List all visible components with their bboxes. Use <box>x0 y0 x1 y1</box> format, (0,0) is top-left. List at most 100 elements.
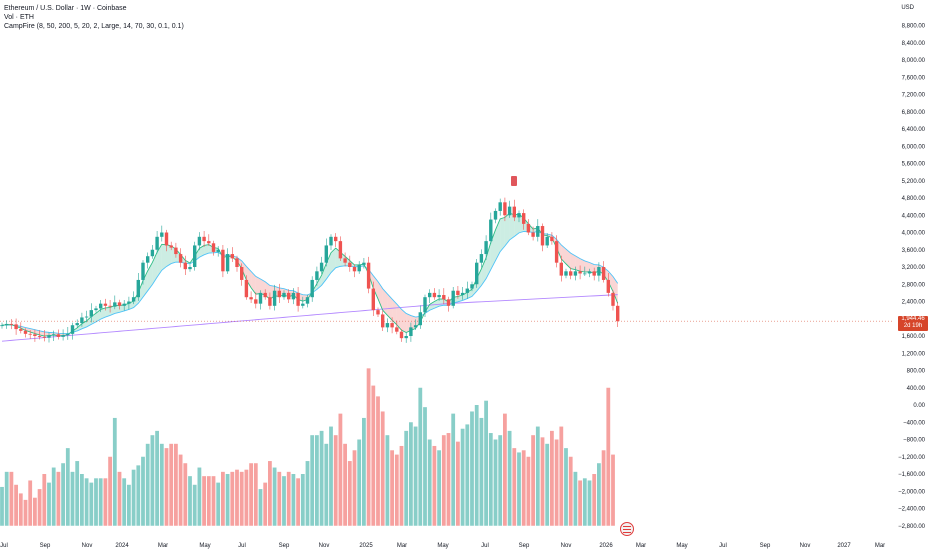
price-tick-label: 4,000.00 <box>902 231 926 237</box>
time-tick-label: May <box>199 543 210 549</box>
candle-body <box>616 305 620 322</box>
volume-bar <box>253 463 258 526</box>
candle <box>545 233 549 249</box>
candle <box>164 229 169 252</box>
time-tick-label: Nov <box>82 543 93 549</box>
cloud-segment <box>119 304 125 313</box>
bar-countdown: 2d 19h <box>903 323 923 329</box>
candle-body <box>437 295 441 298</box>
volume-bar <box>56 471 61 526</box>
price-tick-label: 2,400.00 <box>902 300 926 306</box>
volume-bar <box>587 480 592 526</box>
candle <box>277 283 281 304</box>
volume-bar <box>42 474 47 526</box>
candle <box>268 292 272 310</box>
candle <box>460 287 465 300</box>
candle <box>258 290 263 310</box>
volume-bar <box>315 435 319 526</box>
candle <box>287 289 291 304</box>
candle <box>512 199 516 222</box>
candle <box>526 219 531 236</box>
volume-bar <box>103 478 108 526</box>
candle-body <box>550 236 554 242</box>
time-tick-label: Sep <box>760 543 771 549</box>
price-tick-label: 6,400.00 <box>902 127 926 133</box>
candle-body <box>522 213 526 224</box>
candle <box>193 241 197 271</box>
candle <box>263 289 267 300</box>
volume-bar <box>4 471 9 526</box>
cloud-segment <box>570 253 576 270</box>
cloud-segment <box>326 252 331 280</box>
volume-bar <box>18 493 23 526</box>
indicator-legend: CampFire (8, 50, 200, 5, 20, 2, Large, 1… <box>4 23 184 30</box>
candle <box>362 257 366 269</box>
candle-body <box>244 279 249 298</box>
volume-bar <box>272 467 277 526</box>
candle <box>517 210 521 223</box>
volume-bar <box>479 417 484 526</box>
candle <box>84 310 89 323</box>
volume-bar <box>136 465 141 526</box>
candle-body <box>423 297 427 313</box>
volume-bar <box>127 484 131 526</box>
volume-bar <box>216 482 221 526</box>
candle <box>399 329 404 342</box>
candle-body <box>240 267 244 280</box>
volume-bar <box>512 448 517 526</box>
candle <box>540 223 545 252</box>
candle-body <box>601 267 606 280</box>
candle-body <box>507 206 512 216</box>
candle <box>470 281 474 292</box>
cloud-segment <box>396 304 402 331</box>
candle-body <box>197 236 202 246</box>
candle <box>183 255 187 275</box>
candle-body <box>84 316 89 318</box>
candle <box>37 330 42 340</box>
volume-bar <box>75 461 80 526</box>
volume-bar <box>211 476 216 526</box>
volume-bar <box>65 448 70 526</box>
candle <box>216 246 220 257</box>
volume-bar <box>432 445 437 526</box>
candle-body <box>545 236 549 246</box>
candle-body <box>263 292 267 298</box>
us-flag-icon[interactable] <box>620 522 634 536</box>
time-tick-label: Sep <box>279 543 290 549</box>
price-tick-label: −2,400.00 <box>898 507 926 513</box>
candle-body <box>362 262 366 265</box>
volume-bars <box>0 368 615 526</box>
volume-bar <box>413 426 418 526</box>
candle <box>573 266 578 281</box>
candle <box>348 255 352 272</box>
cloud-segment <box>481 257 487 286</box>
candle <box>437 289 441 301</box>
candle <box>70 322 75 340</box>
candle-body <box>597 267 601 276</box>
volume-bar <box>239 471 244 526</box>
candle-body <box>94 308 98 311</box>
cloud-segment <box>589 262 595 274</box>
volume-bar <box>507 430 512 526</box>
candle <box>319 256 324 274</box>
cloud-segment <box>457 295 463 302</box>
candle-body <box>117 302 122 306</box>
candle-body <box>352 267 357 272</box>
volume-bar <box>329 426 333 526</box>
volume-bar <box>540 437 545 526</box>
price-tick-label: 3,200.00 <box>902 265 926 271</box>
volume-bar <box>474 405 479 526</box>
time-tick-label: Mar <box>875 543 885 549</box>
candle-body <box>113 302 117 307</box>
cloud-segment <box>373 275 378 299</box>
volume-bar <box>394 454 399 526</box>
cloud-segment <box>255 276 261 295</box>
cloud-segment <box>495 218 501 261</box>
candle <box>507 200 512 218</box>
candle <box>352 264 357 278</box>
candle <box>291 288 296 305</box>
candle-body <box>432 292 437 298</box>
cloud-segment <box>321 263 327 286</box>
volume-bar <box>282 476 286 526</box>
